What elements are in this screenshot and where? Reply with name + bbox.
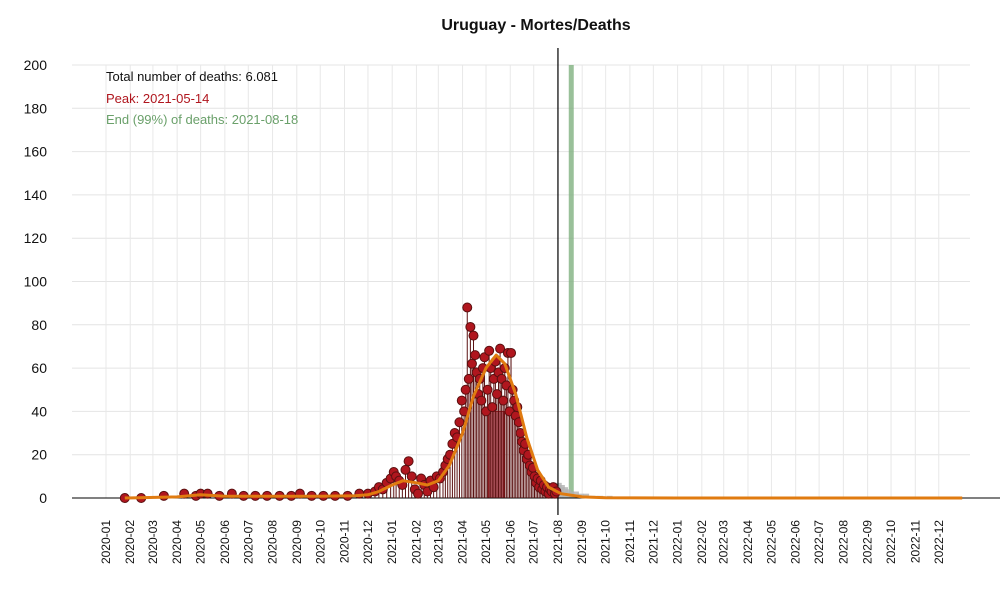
observed-point: [498, 395, 509, 406]
x-tick-label: 2020-05: [194, 520, 208, 564]
observed-point: [465, 321, 476, 332]
x-tick-label: 2020-01: [99, 520, 113, 564]
x-tick-label: 2020-09: [290, 520, 304, 564]
observed-point: [482, 384, 493, 395]
y-tick-label: 20: [31, 447, 47, 463]
observed-point: [406, 471, 417, 482]
x-tick-label: 2022-12: [932, 520, 946, 564]
y-tick-label: 160: [24, 144, 48, 160]
observed-point: [412, 488, 423, 499]
fitted-curve-line: [124, 353, 963, 500]
x-tick-label: 2021-05: [479, 520, 493, 564]
observed-point: [468, 330, 479, 341]
y-tick-label: 120: [24, 230, 48, 246]
x-tick-label: 2020-07: [241, 520, 255, 564]
x-tick-label: 2022-02: [695, 520, 709, 564]
x-tick-label: 2021-11: [623, 520, 637, 563]
observed-point: [463, 373, 474, 384]
x-tick-label: 2020-11: [337, 520, 351, 563]
x-tick-label: 2021-04: [456, 520, 470, 564]
y-tick-label: 40: [31, 403, 47, 419]
end-line: [568, 65, 574, 498]
observed-point: [403, 456, 414, 467]
y-tick-label: 180: [24, 100, 48, 116]
forecast-bar: [561, 487, 568, 498]
observed-point: [506, 347, 517, 358]
observed-point: [454, 417, 465, 428]
x-tick-label: 2021-12: [646, 520, 660, 564]
observed-point: [487, 402, 498, 413]
x-tick-label: 2020-03: [146, 520, 160, 564]
x-tick-label: 2020-06: [218, 520, 232, 564]
x-tick-label: 2020-10: [313, 520, 327, 564]
observed-point: [470, 350, 481, 361]
y-tick-label: 80: [31, 317, 47, 333]
y-tick-label: 0: [39, 490, 47, 506]
x-tick-label: 2021-10: [599, 520, 613, 564]
end-line-bar: [568, 65, 574, 498]
observed-point: [456, 395, 467, 406]
grid: [72, 64, 970, 499]
x-tick-label: 2021-03: [431, 520, 445, 564]
observed-point: [491, 389, 502, 400]
observed-point: [495, 343, 506, 354]
x-tick-label: 2021-02: [409, 520, 423, 564]
x-tick-label: 2022-08: [836, 520, 850, 564]
observed-point: [462, 302, 473, 313]
x-tick-label: 2022-01: [671, 520, 685, 564]
y-tick-label: 100: [24, 274, 48, 290]
observed-point: [484, 345, 495, 356]
y-tick-label: 200: [24, 57, 48, 73]
observed-point: [400, 464, 411, 475]
x-tick-label: 2022-05: [764, 520, 778, 564]
x-tick-label: 2022-10: [884, 520, 898, 564]
x-tick-label: 2021-01: [385, 520, 399, 564]
x-tick-label: 2022-06: [789, 520, 803, 564]
observed-point: [466, 358, 477, 369]
x-tick-label: 2021-07: [527, 520, 541, 564]
x-tick-label: 2020-02: [123, 520, 137, 564]
y-axis-ticks: 0 20 40 60 80 100 120 140 160 180 200: [24, 57, 48, 506]
x-tick-label: 2022-03: [717, 520, 731, 564]
x-tick-label: 2021-09: [575, 520, 589, 564]
x-axis-ticks: 2020-01 2020-02 2020-03 2020-04 2020-05 2020-…: [99, 520, 946, 564]
x-tick-label: 2021-06: [503, 520, 517, 564]
forecast-bar: [558, 485, 565, 498]
y-tick-label: 140: [24, 187, 48, 203]
y-tick-label: 60: [31, 360, 47, 376]
fitted-curve: [124, 353, 963, 500]
observed-point: [476, 395, 487, 406]
total-deaths-annotation: Total number of deaths: 6.081: [106, 69, 278, 84]
end-annotation: End (99%) of deaths: 2021-08-18: [106, 112, 298, 127]
x-tick-label: 2021-08: [551, 520, 565, 564]
x-tick-label: 2020-08: [266, 520, 280, 564]
x-tick-label: 2022-09: [861, 520, 875, 564]
chart-title: Uruguay - Mortes/Deaths: [441, 17, 630, 34]
x-tick-label: 2022-11: [908, 520, 922, 563]
x-tick-label: 2022-07: [812, 520, 826, 564]
x-tick-label: 2022-04: [741, 520, 755, 564]
x-tick-label: 2020-12: [361, 520, 375, 564]
observed-point: [460, 384, 471, 395]
x-tick-label: 2020-04: [170, 520, 184, 564]
peak-annotation: Peak: 2021-05-14: [106, 91, 209, 106]
